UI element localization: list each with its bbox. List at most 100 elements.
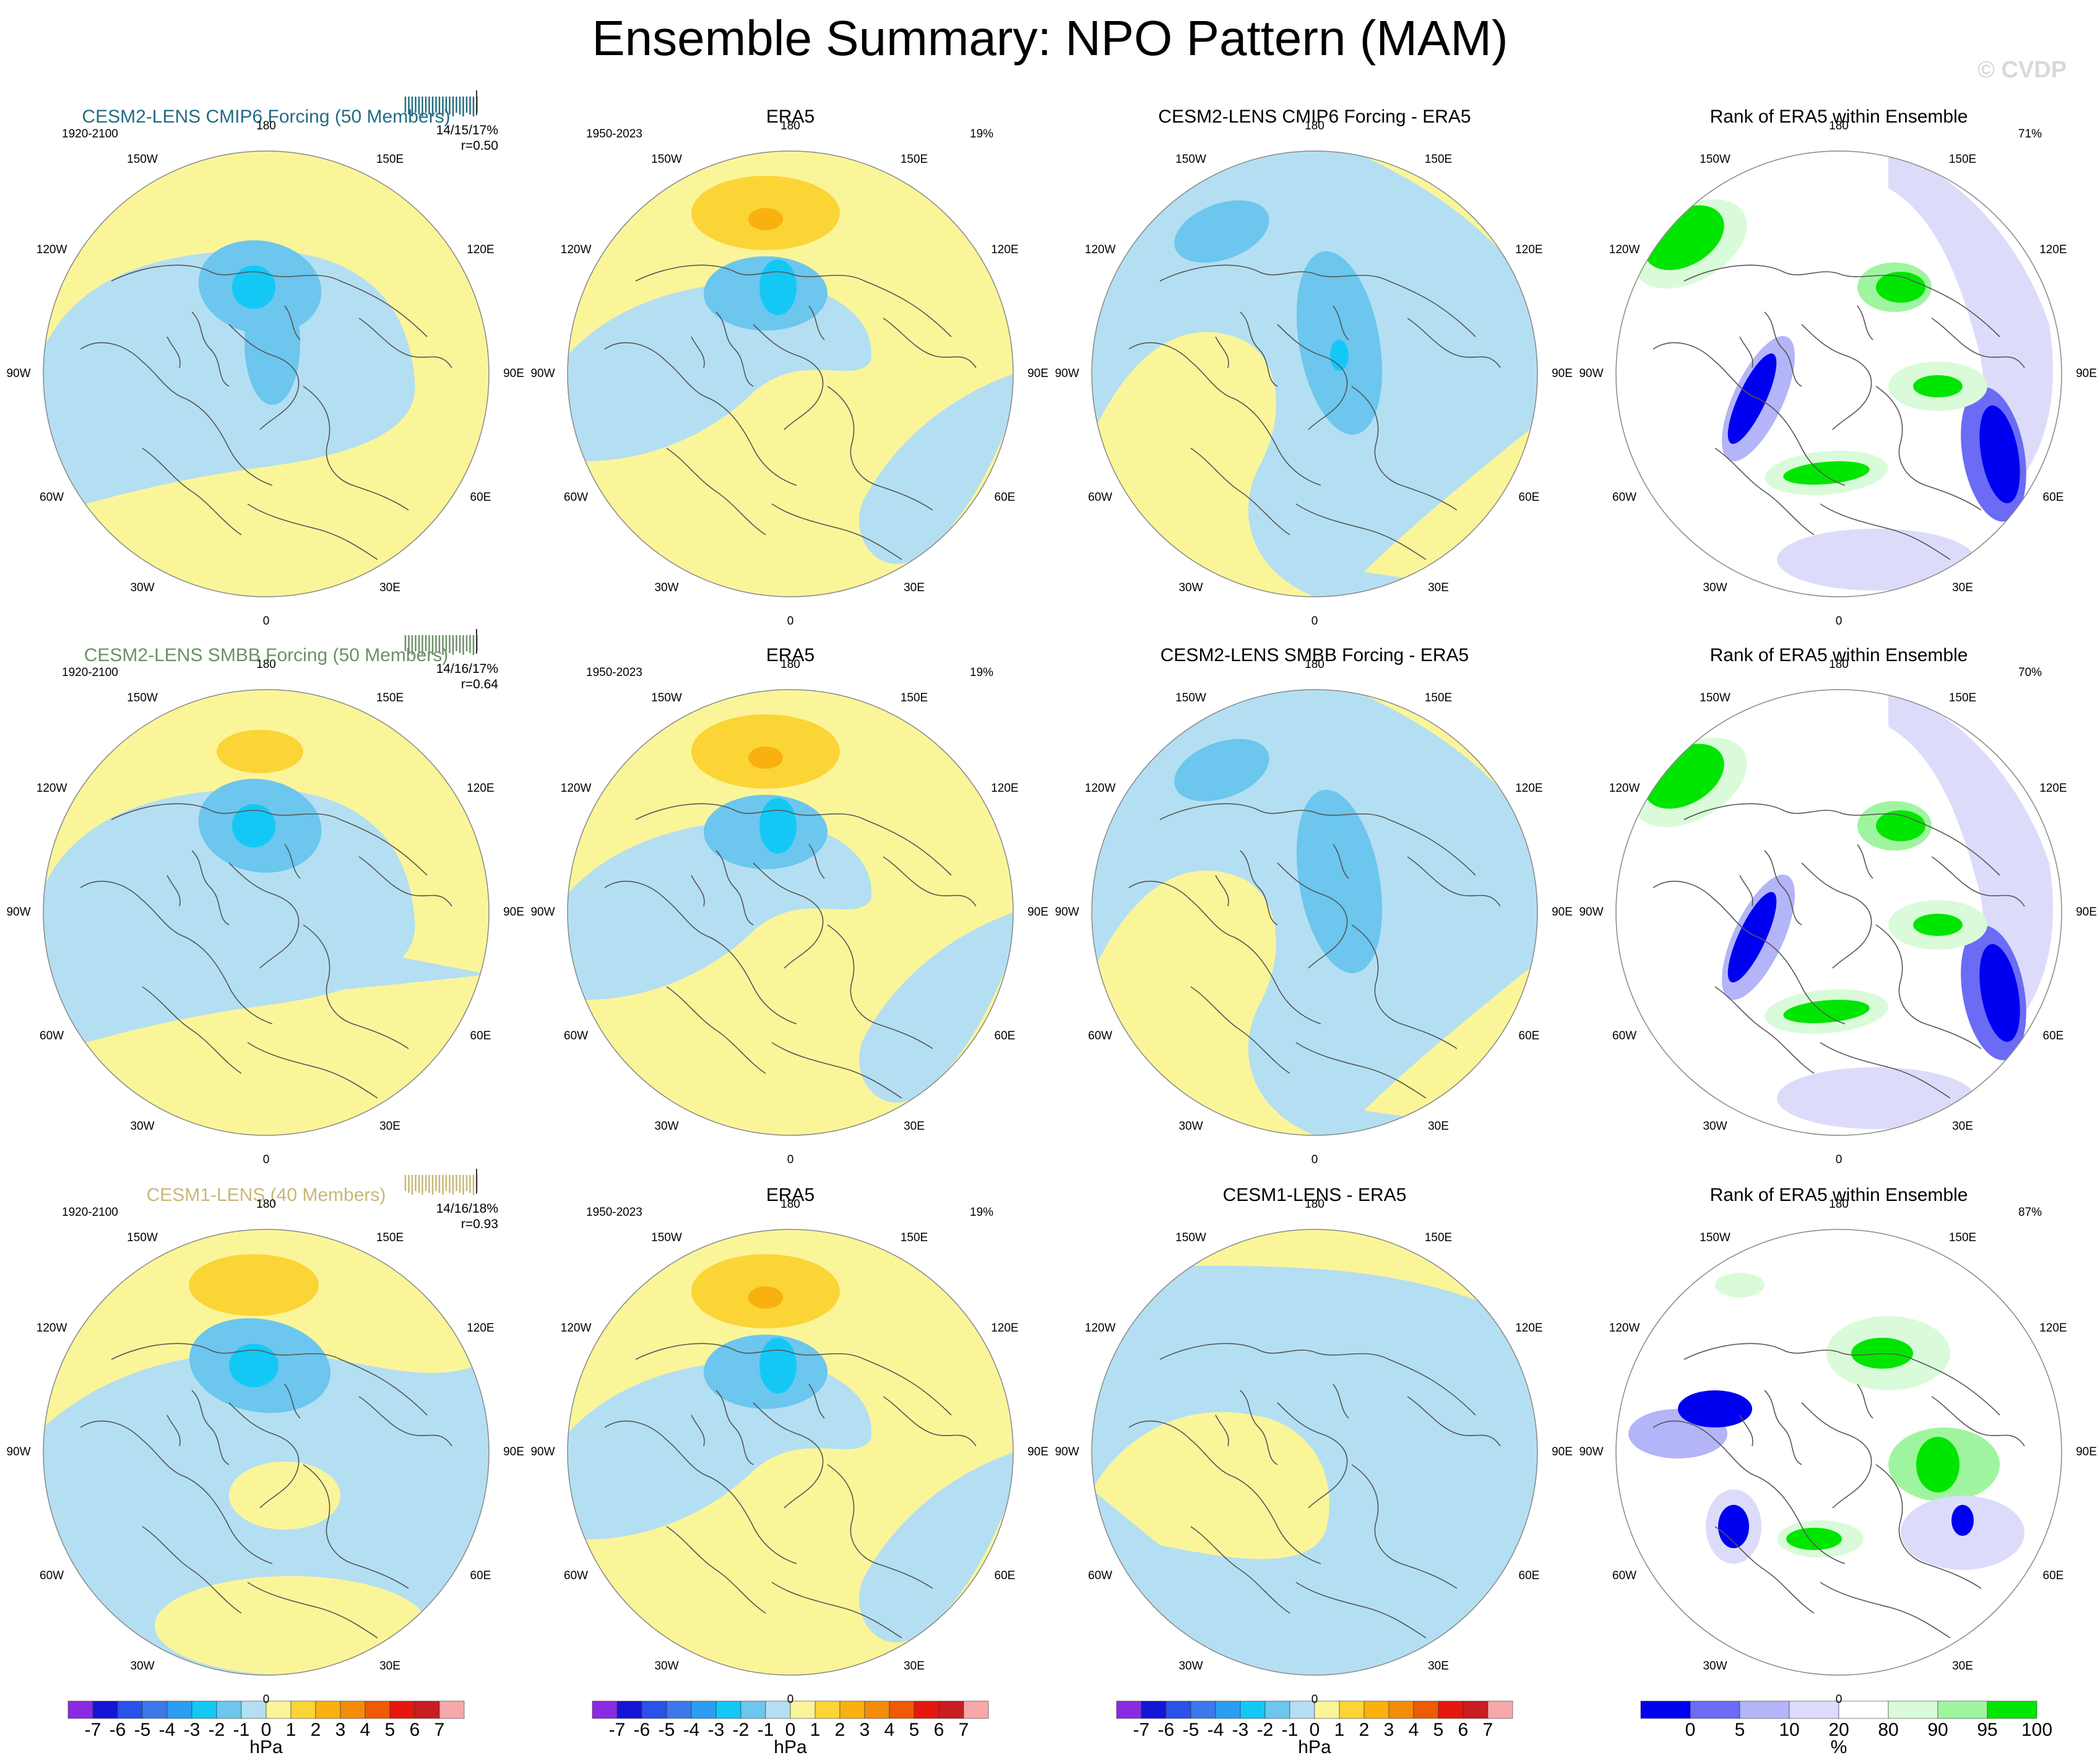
coastline — [1295, 1582, 1427, 1639]
map-diff-row2 — [1092, 690, 1537, 1135]
colorbar-tick-label: -6 — [633, 1720, 650, 1740]
colorbar-tick-label: 3 — [1383, 1720, 1394, 1740]
longitude-label: 180 — [780, 1198, 800, 1211]
longitude-label: 180 — [1305, 658, 1324, 671]
panel-title-rank-row1: Rank of ERA5 within Ensemble — [1709, 106, 1968, 127]
longitude-label: 90W — [1579, 1445, 1604, 1458]
colorbar-tick-label: -4 — [1207, 1720, 1224, 1740]
longitude-label: 150W — [1175, 152, 1206, 166]
longitude-label: 150W — [127, 152, 158, 166]
colorbar-tick-label: -7 — [608, 1720, 626, 1740]
colorbar-box — [963, 1700, 989, 1719]
coastline — [303, 1464, 409, 1589]
colorbar-box — [241, 1700, 267, 1719]
longitude-label: 180 — [1829, 658, 1849, 671]
colorbar-box — [191, 1700, 217, 1719]
longitude-label: 30W — [130, 581, 155, 595]
colorbar-box — [864, 1700, 890, 1719]
longitude-label: 60E — [2042, 1029, 2064, 1042]
colorbar-box — [1116, 1700, 1142, 1719]
colorbar-box — [290, 1700, 316, 1719]
lowest-rank — [1678, 1390, 1752, 1427]
longitude-label: 150W — [1700, 1231, 1731, 1244]
longitude-label: 60E — [1518, 1029, 1540, 1042]
coastline — [358, 1396, 452, 1447]
longitude-label: 90E — [503, 367, 524, 380]
coastline — [80, 880, 273, 1024]
longitude-label: 180 — [1829, 119, 1849, 132]
longitude-label: 60E — [470, 1029, 491, 1042]
longitude-label: 30E — [1428, 1120, 1449, 1133]
map-boundary — [1091, 1229, 1538, 1676]
longitude-label: 90E — [2076, 367, 2097, 380]
longitude-label: 30W — [654, 581, 679, 595]
longitude-label: 0 — [262, 1153, 270, 1166]
longitude-label: 30E — [1952, 581, 1973, 595]
coastline — [1931, 856, 2025, 907]
map-model-row1 — [43, 151, 489, 597]
highest-rank — [1913, 914, 1963, 936]
low-anomaly — [1296, 789, 1383, 974]
map-boundary — [567, 689, 1014, 1136]
longitude-label: 90W — [1055, 367, 1079, 380]
longitude-label: 120E — [2039, 243, 2067, 256]
low-anomaly — [244, 281, 300, 405]
longitude-label: 120E — [991, 782, 1019, 795]
colorbar-box — [1141, 1700, 1167, 1719]
coastline — [1931, 1396, 2025, 1447]
stats-correlation: r=0.64 — [460, 677, 498, 691]
longitude-label: 30E — [904, 1660, 925, 1673]
colorbar-tick-label: -6 — [109, 1720, 126, 1740]
colorbar-tick-label: 5 — [1433, 1720, 1444, 1740]
explained-variance: 19% — [970, 666, 994, 679]
longitude-label: 150W — [127, 691, 158, 704]
colorbar-tick-label: 4 — [1408, 1720, 1419, 1740]
coastline — [1875, 1464, 1982, 1589]
longitude-label: 30E — [1952, 1120, 1973, 1133]
coastline — [1351, 386, 1458, 511]
lowest-rank — [1951, 1505, 1974, 1536]
coastline — [1820, 503, 1951, 560]
longitude-label: 150W — [1175, 1231, 1206, 1244]
colorbar-tick-label: -2 — [1256, 1720, 1274, 1740]
coastline — [715, 311, 754, 387]
coastline — [1333, 844, 1349, 879]
panel-title-obs-row3: ERA5 — [766, 1185, 815, 1205]
colorbar-box — [691, 1700, 717, 1719]
coastline — [228, 862, 300, 969]
map-boundary — [1615, 1229, 2062, 1676]
coastline — [883, 1396, 977, 1447]
colorbar-tick-label: 90 — [1927, 1720, 1948, 1740]
region-negative — [568, 820, 871, 1000]
longitude-label: 150E — [900, 152, 928, 166]
longitude-label: 120E — [991, 243, 1019, 256]
colorbar-tick-label: 0 — [261, 1720, 272, 1740]
longitude-label: 150E — [900, 1231, 928, 1244]
longitude-label: 0 — [787, 1153, 794, 1166]
coastline — [1764, 311, 1802, 387]
longitude-label: 60W — [564, 1029, 589, 1042]
colorbar-box — [117, 1700, 143, 1719]
period-label: 1950-2023 — [586, 128, 642, 141]
coastline — [753, 324, 824, 430]
longitude-label: 120W — [36, 1322, 67, 1335]
coastline — [883, 856, 977, 907]
colorbar-tick-label: -3 — [707, 1720, 725, 1740]
colorbar-tick-label: -7 — [1133, 1720, 1150, 1740]
longitude-label: 150E — [376, 691, 404, 704]
low-anomaly-core — [759, 798, 797, 854]
colorbar-box — [1190, 1700, 1216, 1719]
coastline — [635, 803, 952, 876]
coastline — [1159, 803, 1476, 876]
colorbar-tick-label: -4 — [158, 1720, 176, 1740]
coastline — [142, 1526, 242, 1614]
region-negative — [859, 374, 1013, 565]
coastline — [1215, 1414, 1229, 1447]
colorbar-box — [839, 1700, 865, 1719]
colorbar-box — [1413, 1700, 1439, 1719]
longitude-label: 90E — [1552, 1445, 1573, 1458]
colorbar-box — [666, 1700, 692, 1719]
coastline — [1333, 1384, 1349, 1419]
longitude-label: 180 — [256, 658, 276, 671]
explained-variance: 87% — [2018, 1206, 2042, 1219]
